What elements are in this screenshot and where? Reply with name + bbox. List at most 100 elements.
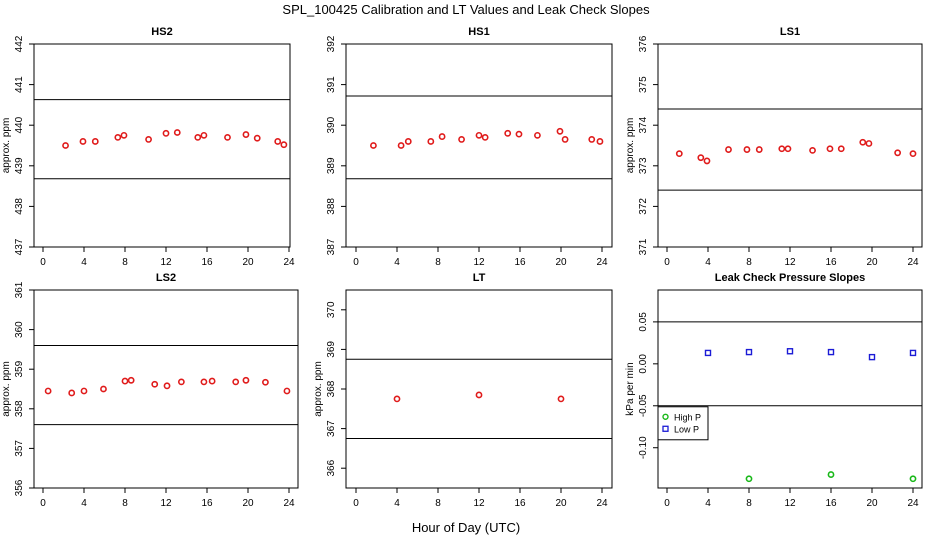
x-tick-label: 24 [596, 257, 608, 268]
x-tick-label: 24 [283, 498, 295, 509]
data-point [163, 382, 171, 390]
x-tick-label: 8 [435, 498, 441, 509]
x-tick-label: 12 [784, 498, 796, 509]
x-tick-label: 8 [122, 498, 128, 509]
panel-title: LS1 [780, 26, 800, 38]
y-axis-label: kPa per min [625, 362, 636, 415]
y-tick-label: 372 [638, 198, 649, 215]
y-tick-label: 392 [326, 35, 337, 52]
data-point [80, 387, 88, 395]
data-point [703, 157, 711, 165]
data-point [283, 387, 291, 395]
y-tick-label: 437 [14, 238, 25, 255]
x-tick-label: 20 [866, 498, 878, 509]
data-point [743, 146, 751, 153]
x-tick-label: 4 [81, 498, 87, 509]
chart-panel: LS1 0 4 8 12 16 20 24 371 372 373 374 375 376 approx. … [625, 26, 923, 268]
y-tick-label: 369 [326, 341, 337, 358]
y-tick-label: 373 [638, 157, 649, 174]
data-point [91, 138, 99, 145]
x-tick-label: 4 [705, 498, 711, 509]
x-tick-label: 8 [435, 257, 441, 268]
x-tick-label: 12 [160, 498, 172, 509]
data-point [397, 142, 405, 149]
y-tick-label: 438 [14, 198, 25, 215]
data-point [162, 129, 170, 137]
data-point [173, 129, 181, 136]
y-tick-label: 0.05 [638, 312, 649, 332]
panel-title: HS1 [468, 26, 489, 38]
y-tick-label: 367 [326, 420, 337, 437]
data-point [745, 475, 753, 483]
y-tick-label: 366 [326, 459, 337, 476]
data-point [208, 377, 216, 385]
data-point [262, 378, 269, 386]
data-point [370, 142, 377, 149]
x-tick-label: 16 [201, 498, 213, 509]
data-point [151, 380, 159, 388]
x-tick-label: 20 [242, 257, 254, 268]
y-tick-label: 387 [326, 238, 337, 255]
panel-title: HS2 [151, 26, 172, 38]
y-tick-label: 376 [638, 35, 649, 52]
data-point [556, 127, 564, 135]
y-axis-label: approx. ppm [1, 118, 12, 174]
y-tick-label: 440 [14, 116, 25, 133]
data-point [859, 138, 867, 146]
data-point [404, 138, 412, 145]
data-point [200, 378, 208, 386]
legend-label: Low P [674, 424, 699, 434]
plot-frame [657, 289, 923, 489]
x-tick-label: 8 [746, 498, 752, 509]
y-tick-label: 371 [638, 238, 649, 255]
data-point [778, 145, 786, 153]
y-axis-label: approx. ppm [1, 361, 12, 417]
data-point [79, 138, 87, 145]
panel-title: LS2 [156, 272, 176, 284]
data-point [481, 133, 489, 141]
data-point [121, 377, 129, 385]
data-point [745, 348, 753, 356]
y-tick-label: 356 [14, 479, 25, 496]
x-tick-label: 0 [664, 498, 670, 509]
plot-frame [657, 43, 923, 248]
x-tick-label: 0 [40, 257, 46, 268]
x-tick-label: 12 [473, 498, 485, 509]
y-tick-label: 375 [638, 76, 649, 93]
legend-marker [662, 413, 669, 420]
x-tick-label: 12 [160, 257, 172, 268]
data-point [200, 131, 208, 139]
x-tick-label: 8 [746, 257, 752, 268]
data-point [253, 134, 261, 142]
data-point [100, 385, 107, 393]
data-point [62, 142, 69, 149]
data-point [697, 154, 705, 162]
data-point [232, 378, 240, 386]
y-tick-label: 441 [14, 76, 25, 93]
x-tick-label: 24 [907, 257, 919, 268]
chart-panel: HS1 0 4 8 12 16 20 24 387 388 389 390 391 392 [326, 26, 613, 268]
y-tick-label: -0.05 [638, 394, 649, 417]
x-tick-label: 20 [555, 257, 567, 268]
x-tick-label: 4 [394, 257, 400, 268]
x-tick-label: 16 [514, 498, 526, 509]
legend-box [657, 406, 709, 441]
y-tick-label: 390 [326, 116, 337, 133]
legend-marker [662, 425, 669, 432]
x-tick-label: 0 [40, 498, 46, 509]
x-tick-label: 16 [825, 257, 837, 268]
data-point [194, 133, 202, 141]
data-point [274, 138, 282, 145]
data-point [865, 140, 873, 147]
chart-panel: HS2 0 4 8 12 16 20 24 437 438 439 440 441 442 approx. … [1, 26, 295, 268]
data-point [475, 131, 483, 139]
data-point [596, 138, 604, 145]
x-tick-label: 4 [394, 498, 400, 509]
data-point [557, 395, 565, 403]
y-tick-label: 0.00 [638, 354, 649, 374]
data-point [127, 376, 135, 384]
data-point [909, 349, 917, 357]
data-point [280, 141, 288, 149]
panel-title: Leak Check Pressure Slopes [715, 272, 865, 284]
data-point [177, 378, 185, 386]
